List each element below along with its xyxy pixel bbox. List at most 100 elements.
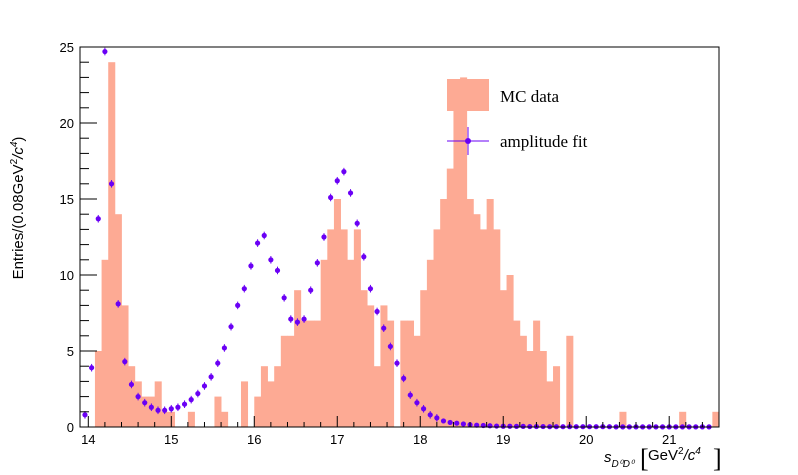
fit-point <box>374 308 380 315</box>
fit-point <box>420 406 427 412</box>
fit-point <box>434 415 440 421</box>
fit-point <box>254 240 261 246</box>
fit-point <box>513 423 520 429</box>
fit-point <box>241 286 247 292</box>
fit-point <box>414 400 420 406</box>
histogram-bar <box>619 411 627 427</box>
histogram-bar <box>712 411 720 427</box>
x-tick-label: 20 <box>579 432 593 447</box>
fit-point <box>394 360 400 366</box>
x-title-slash-c: /c <box>683 447 696 464</box>
fit-point <box>181 401 188 407</box>
fit-point <box>135 394 141 400</box>
fit-point <box>460 421 466 427</box>
histogram-bar <box>387 320 395 427</box>
histogram-bar <box>94 351 102 427</box>
histogram-bar <box>333 199 341 427</box>
legend-fit-label: amplitude fit <box>500 132 588 151</box>
histogram-bar <box>287 335 295 427</box>
x-title-gev: GeV <box>648 447 678 464</box>
y-axis: 0 5 10 15 20 25 <box>60 40 97 435</box>
y-tick-label: 0 <box>67 420 74 435</box>
y-title-exp2: 4 <box>9 141 20 147</box>
fit-point <box>474 422 480 428</box>
y-title-part-a: Entries/(0.08GeV <box>10 164 27 279</box>
y-title-exp1: 2 <box>9 158 20 164</box>
histogram-bar <box>221 411 229 427</box>
y-tick-label: 5 <box>67 344 74 359</box>
fit-point <box>102 48 108 55</box>
histogram-bar <box>187 411 195 427</box>
histogram-bar <box>360 290 368 427</box>
fit-point <box>188 397 194 403</box>
x-title-exp2: 4 <box>695 446 701 457</box>
histogram-bar <box>406 320 415 427</box>
x-tick-label: 16 <box>247 432 261 447</box>
legend-histogram-label: MC data <box>500 87 559 106</box>
fit-point <box>108 181 115 187</box>
fit-point <box>401 375 407 381</box>
fit-point <box>308 287 314 293</box>
y-title-part-b: /c <box>10 147 27 160</box>
fit-point <box>328 194 334 201</box>
histogram-bar <box>480 229 488 427</box>
histogram-bar <box>446 168 454 427</box>
fit-point <box>162 407 168 413</box>
legend: MC data amplitude fit <box>447 79 588 155</box>
fit-point <box>274 267 281 274</box>
histogram-bar <box>134 381 142 427</box>
fit-points <box>82 47 712 430</box>
x-title-symbol: sD⁰D⁰ <box>604 449 636 470</box>
fit-point <box>493 423 500 429</box>
histogram-bar <box>506 275 514 427</box>
histogram-bar <box>367 305 375 427</box>
histogram-bar <box>420 290 428 427</box>
x-tick-label: 17 <box>330 432 344 447</box>
fit-point <box>115 301 121 307</box>
fit-point <box>95 216 101 222</box>
fit-point <box>487 423 493 429</box>
histogram-bar <box>267 381 275 427</box>
fit-point <box>261 232 267 239</box>
fit-point <box>367 286 374 292</box>
plot-frame <box>79 46 720 428</box>
fit-point <box>334 178 340 184</box>
fit-point <box>195 390 201 397</box>
x-tick-label: 14 <box>81 432 95 447</box>
y-tick-label: 10 <box>60 268 74 283</box>
x-tick-label: 19 <box>496 432 510 447</box>
histogram-bar <box>327 229 335 427</box>
fit-point <box>301 316 307 322</box>
histogram-bar <box>340 229 348 427</box>
fit-point <box>440 418 447 424</box>
x-tick-label: 21 <box>662 432 676 447</box>
fit-point <box>288 316 294 322</box>
fit-point <box>201 383 208 389</box>
histogram-bar <box>546 381 554 427</box>
histogram-bar <box>320 259 328 427</box>
histogram-bar <box>161 411 169 427</box>
fit-point <box>128 381 135 388</box>
y-tick-label: 25 <box>60 40 74 55</box>
histogram-bar <box>108 62 116 427</box>
histogram-bar <box>101 259 109 427</box>
fit-point <box>235 302 241 308</box>
x-title-unit: GeV2/c4 <box>648 446 701 464</box>
y-tick-label: 20 <box>60 116 74 131</box>
histogram-bar <box>114 214 122 427</box>
x-tick-label: 18 <box>413 432 427 447</box>
fit-point <box>381 325 387 331</box>
histogram-bar <box>440 199 448 427</box>
histogram-bar <box>539 351 547 427</box>
fit-point <box>427 412 433 418</box>
fit-point <box>387 343 393 350</box>
fit-point <box>281 295 287 301</box>
x-axis-title: sD⁰D⁰ [ GeV2/c4 ] <box>604 444 722 473</box>
fit-point <box>361 254 367 260</box>
histogram-bar <box>519 335 527 427</box>
fit-point <box>248 263 254 269</box>
histogram-bar <box>553 366 561 427</box>
fit-point <box>215 360 221 366</box>
histogram-bar <box>380 305 388 427</box>
